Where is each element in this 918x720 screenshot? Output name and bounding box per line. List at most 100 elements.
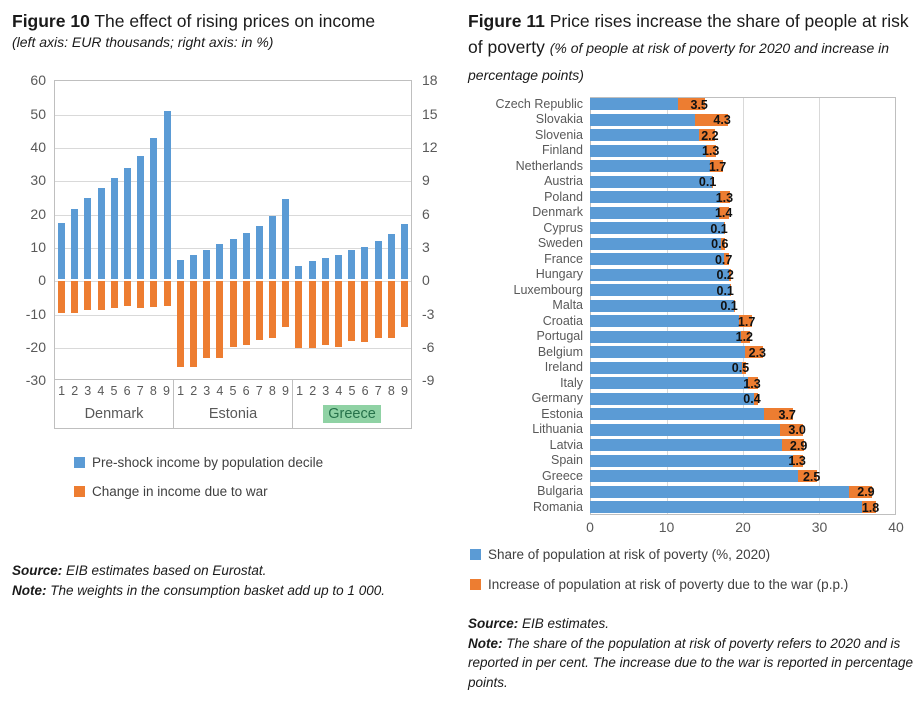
- figure10-category-axis: 1 2 3 4 5 6 7 8 9 Denmark 1 2 3 4 5 6 7 8 9 Estonia 1 2 3 4 5 6 7 8…: [54, 380, 412, 430]
- pre-shock-income-bar: [242, 233, 250, 280]
- bar-track: 1.3: [590, 143, 896, 159]
- data-label: 2.3: [748, 345, 767, 360]
- table-row: France 0.7: [468, 252, 896, 268]
- pre-shock-income-bar: [295, 265, 303, 280]
- decile-slot: [371, 81, 384, 379]
- decile-label: 5: [229, 384, 237, 399]
- decile-slot: [108, 81, 121, 379]
- right-axis-tick: 18: [422, 72, 438, 89]
- country-label: Romania: [532, 499, 583, 514]
- income-change-bar: [137, 281, 145, 308]
- pre-shock-income-bar: [348, 250, 356, 280]
- income-change-bar: [84, 281, 92, 311]
- country-label: Latvia: [549, 437, 583, 452]
- decile-slot: [81, 81, 94, 379]
- decile-label: 7: [374, 384, 382, 399]
- poverty-increase-bar: [742, 361, 747, 374]
- right-axis-tick: -6: [422, 338, 435, 355]
- data-label: 2.9: [857, 485, 875, 499]
- right-axis-tick: 0: [422, 272, 430, 289]
- bar-track: 4.3: [590, 112, 896, 128]
- data-label: 1.3: [715, 190, 734, 205]
- income-change-bar: [387, 281, 395, 338]
- pre-shock-income-bar: [229, 238, 237, 280]
- decile-label: 9: [400, 384, 408, 399]
- poverty-share-bar: [590, 284, 730, 297]
- data-label: 1.3: [701, 144, 720, 158]
- figure10-note-label: Note:: [12, 582, 47, 598]
- pre-shock-income-bar: [84, 197, 92, 280]
- table-row: Poland 1.3: [468, 190, 896, 206]
- income-change-bar: [269, 281, 277, 338]
- country-label: Luxembourg: [513, 282, 584, 297]
- poverty-share-bar: [590, 206, 719, 219]
- bar-track: 0.7: [590, 252, 896, 268]
- gridline: [55, 181, 411, 183]
- poverty-share-bar: [590, 377, 748, 390]
- decile-label: 5: [348, 384, 356, 399]
- poverty-increase-bar: [733, 299, 735, 312]
- table-row: Greece 2.5: [468, 469, 896, 485]
- table-row: Denmark 1.4: [468, 205, 896, 221]
- data-label: 0.6: [711, 237, 729, 251]
- poverty-share-bar: [590, 175, 713, 188]
- bar-track: 2.3: [590, 345, 896, 361]
- right-axis-tick: 3: [422, 238, 430, 255]
- data-label: 3.0: [788, 423, 806, 437]
- decile-slot: [266, 81, 279, 379]
- decile-slot: [161, 81, 174, 379]
- decile-label: 1: [296, 384, 304, 399]
- figure10-source-label: Source:: [12, 563, 63, 579]
- income-change-bar: [242, 281, 250, 345]
- figure10-legend-label-orange: Change in income due to war: [92, 484, 268, 500]
- figure10-legend-item-orange: Change in income due to war: [74, 484, 452, 499]
- pre-shock-income-bar: [335, 254, 342, 280]
- decile-slot: [213, 81, 226, 379]
- figure11-number: Figure 11: [468, 11, 545, 31]
- right-axis-tick: 9: [422, 172, 430, 189]
- country-label: Ireland: [544, 360, 583, 375]
- decile-label: 3: [84, 384, 92, 399]
- figure11-source-note: Source: EIB estimates. Note: The share o…: [468, 614, 914, 692]
- right-axis-tick: 6: [422, 205, 430, 222]
- bar-track: 0.6: [590, 236, 896, 252]
- country-label: Sweden: [537, 236, 583, 251]
- poverty-share-bar: [590, 485, 850, 498]
- poverty-share-bar: [590, 330, 741, 343]
- x-axis-tick: 0: [586, 519, 594, 536]
- decile-slot: [240, 81, 253, 379]
- country-label: Czech Republic: [495, 96, 583, 111]
- table-row: Croatia 1.7: [468, 314, 896, 330]
- poverty-increase-bar: [739, 315, 753, 328]
- poverty-increase-bar: [720, 191, 730, 204]
- decile-slot: [332, 81, 345, 379]
- table-row: Sweden 0.6: [468, 236, 896, 252]
- income-change-bar: [374, 281, 382, 338]
- data-label: 0.1: [698, 175, 717, 189]
- country-label: Cyprus: [543, 220, 583, 235]
- decile-slot: [174, 81, 187, 379]
- gridline: [55, 214, 411, 216]
- right-axis-tick: 15: [422, 105, 438, 122]
- income-change-bar: [189, 281, 197, 367]
- data-label: 0.7: [714, 252, 733, 267]
- figure11-legend-label-blue: Share of population at risk of poverty (…: [488, 547, 771, 563]
- pre-shock-income-bar: [124, 167, 132, 280]
- decile-slot: [385, 81, 398, 379]
- decile-label: 9: [281, 384, 289, 399]
- figure11-source-label: Source:: [468, 616, 519, 632]
- data-label: 1.7: [737, 314, 756, 329]
- table-row: Portugal 1.2: [468, 329, 896, 345]
- country-label: Netherlands: [515, 158, 583, 173]
- bar-track: 3.7: [590, 407, 896, 423]
- table-row: Slovenia 2.2: [468, 128, 896, 144]
- bar-track: 2.9: [590, 438, 896, 454]
- gridline: [819, 97, 820, 515]
- country-label: Poland: [544, 189, 583, 204]
- right-axis-tick: -9: [422, 372, 435, 389]
- data-label: 1.2: [735, 330, 754, 344]
- table-row: Finland 1.3: [468, 143, 896, 159]
- data-label: 1.3: [788, 454, 806, 468]
- figure11-legend: Share of population at risk of poverty (…: [470, 547, 914, 592]
- income-change-bar: [71, 281, 79, 314]
